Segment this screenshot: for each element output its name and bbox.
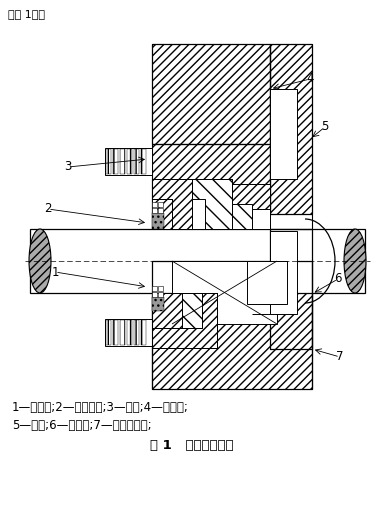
Bar	[152, 202, 157, 207]
Bar	[152, 286, 157, 291]
Text: 6: 6	[334, 272, 342, 285]
Bar	[152, 44, 270, 144]
Bar	[232, 184, 270, 229]
Bar	[152, 261, 312, 389]
Text: 1: 1	[51, 266, 59, 279]
Bar	[134, 320, 139, 345]
Bar	[152, 261, 312, 389]
Bar	[30, 229, 365, 293]
Bar	[105, 319, 152, 346]
Text: 3: 3	[64, 160, 72, 173]
Bar	[158, 208, 163, 213]
Bar	[152, 297, 164, 311]
Bar	[120, 149, 125, 174]
Text: 1—回油口;2—骨架油封;3—端盖;4—调整环;: 1—回油口;2—骨架油封;3—端盖;4—调整环;	[12, 401, 189, 414]
Bar	[134, 149, 139, 174]
Text: 5: 5	[321, 120, 329, 133]
Bar	[152, 144, 270, 214]
Bar	[192, 179, 232, 229]
Bar	[270, 231, 297, 314]
Bar	[158, 202, 163, 207]
Bar	[232, 204, 252, 229]
Bar	[247, 261, 287, 304]
Bar	[113, 149, 118, 174]
Bar	[127, 149, 132, 174]
Ellipse shape	[29, 229, 51, 293]
Text: 4: 4	[306, 73, 314, 86]
Bar	[127, 320, 132, 345]
Bar	[270, 229, 312, 349]
Bar	[232, 184, 270, 229]
Bar	[252, 209, 270, 229]
Bar	[172, 261, 277, 324]
Bar	[113, 320, 118, 345]
Text: 7: 7	[336, 350, 344, 363]
Bar	[182, 293, 202, 328]
Text: 5—轴承;6—加油槽;7—减速机壳体;: 5—轴承;6—加油槽;7—减速机壳体;	[12, 419, 152, 432]
Bar	[152, 179, 192, 229]
Bar	[158, 286, 163, 291]
Bar	[141, 320, 146, 345]
Bar	[158, 292, 163, 297]
Bar	[152, 293, 182, 328]
Bar	[152, 293, 217, 348]
Bar	[141, 149, 146, 174]
Bar	[152, 293, 217, 348]
Bar	[105, 148, 152, 175]
Bar	[152, 213, 164, 229]
Bar	[192, 199, 205, 229]
Text: 图 1   减速机治漏图: 图 1 减速机治漏图	[150, 439, 234, 452]
Bar	[152, 208, 157, 213]
Bar	[120, 320, 125, 345]
Bar	[106, 320, 111, 345]
Bar	[192, 179, 232, 229]
Bar	[270, 44, 312, 214]
Bar	[152, 292, 157, 297]
Text: 2: 2	[44, 202, 52, 215]
Ellipse shape	[344, 229, 366, 293]
Bar	[152, 44, 270, 144]
Bar	[152, 199, 172, 229]
Bar	[152, 199, 172, 229]
Text: （图 1）。: （图 1）。	[8, 9, 45, 19]
Bar	[270, 44, 312, 214]
Bar	[270, 89, 297, 179]
Bar	[152, 144, 270, 214]
Bar	[270, 229, 312, 349]
Bar	[152, 179, 192, 229]
Bar	[106, 149, 111, 174]
